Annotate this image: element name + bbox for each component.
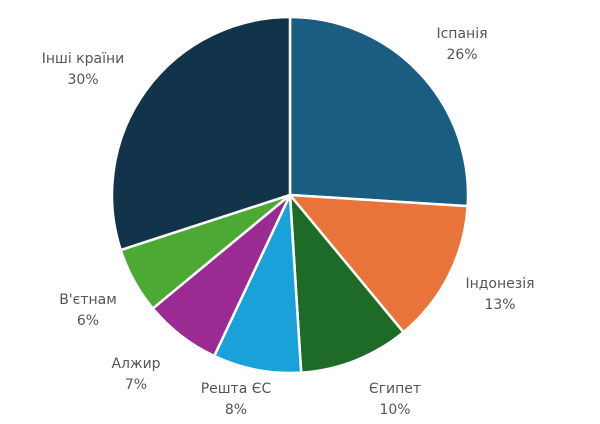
pie-slice-2 bbox=[288, 193, 405, 374]
pie-slice-6 bbox=[110, 15, 292, 252]
slice-value-label: 8% bbox=[225, 402, 247, 418]
slice-label: Решта ЄС bbox=[201, 381, 272, 397]
slice-value-label: 7% bbox=[125, 377, 147, 393]
slice-value-label: 13% bbox=[484, 297, 515, 313]
slice-value-label: 30% bbox=[67, 72, 98, 88]
pie-slice-1 bbox=[288, 193, 469, 334]
pie-slice-3 bbox=[212, 193, 303, 375]
pie-slice-0 bbox=[288, 15, 470, 208]
slice-value-label: 10% bbox=[379, 402, 410, 418]
slice-label: Інші країни bbox=[42, 51, 125, 67]
slice-label: Алжир bbox=[111, 356, 160, 372]
slice-value-label: 6% bbox=[77, 313, 99, 329]
slice-label: В'єтнам bbox=[59, 292, 117, 308]
slice-label: Єгипет bbox=[369, 381, 421, 397]
slice-value-label: 26% bbox=[446, 47, 477, 63]
slice-label: Іспанія bbox=[436, 26, 487, 42]
slice-label: Індонезія bbox=[465, 276, 534, 292]
